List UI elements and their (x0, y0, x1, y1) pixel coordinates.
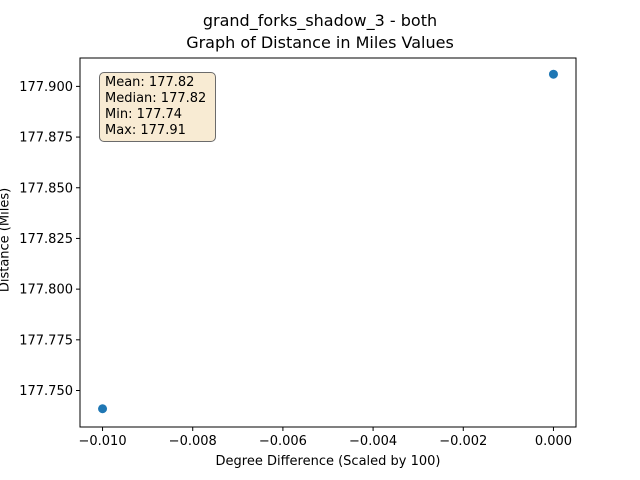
y-tick-label: 177.850 (19, 181, 73, 196)
chart-title: grand_forks_shadow_3 - both (202, 11, 438, 30)
stats-max: Max: 177.91 (105, 123, 186, 138)
axes-frame (79, 57, 577, 428)
stats-box: Mean: 177.82 Median: 177.82 Min: 177.74 … (99, 72, 216, 142)
stats-min: Min: 177.74 (105, 107, 183, 122)
y-tick-label: 177.800 (19, 283, 73, 298)
x-tick-label: −0.004 (349, 434, 397, 449)
ticks-layer: −0.010 −0.008 −0.006 −0.004 −0.002 0.000 177.7… (19, 80, 572, 449)
y-tick-label: 177.875 (19, 131, 73, 146)
y-tick-label: 177.825 (19, 232, 73, 247)
x-tick-label: −0.008 (169, 434, 217, 449)
data-point (548, 69, 558, 79)
x-tick-label: −0.010 (78, 434, 126, 449)
y-axis-label: Distance (Miles) (0, 187, 13, 293)
points-layer (98, 69, 558, 414)
stats-mean: Mean: 177.82 (105, 75, 195, 90)
chart-subtitle: Graph of Distance in Miles Values (186, 33, 454, 52)
y-tick-label: 177.750 (19, 384, 73, 399)
data-point (98, 404, 108, 414)
x-tick-label: −0.006 (259, 434, 307, 449)
stats-median: Median: 177.82 (105, 91, 207, 106)
y-tick-label: 177.900 (19, 80, 73, 95)
y-tick-label: 177.775 (19, 333, 73, 348)
x-axis-label: Degree Difference (Scaled by 100) (215, 454, 441, 469)
x-tick-label: 0.000 (535, 434, 572, 449)
x-tick-label: −0.002 (439, 434, 487, 449)
